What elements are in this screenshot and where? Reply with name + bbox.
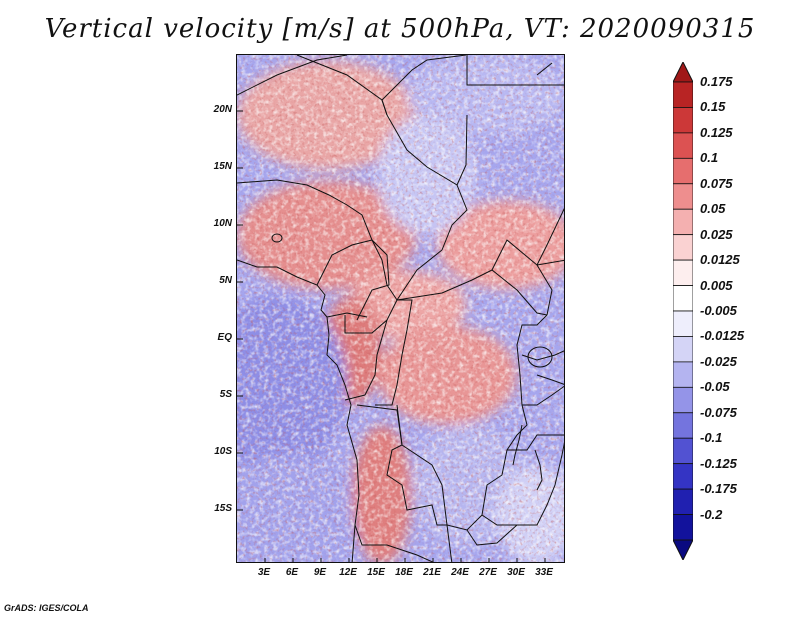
- lon-label: 30E: [507, 567, 525, 578]
- colorbar-label: 0.1: [700, 150, 719, 166]
- lon-label: 33E: [535, 567, 553, 578]
- map-canvas: [237, 55, 564, 562]
- colorbar-segment: [673, 463, 693, 490]
- colorbar-segment: [673, 81, 693, 108]
- lon-label: 6E: [285, 567, 299, 578]
- lat-label: 10S: [214, 446, 232, 457]
- colorbar-segment: [673, 361, 693, 388]
- lon-label: 18E: [395, 567, 413, 578]
- lake-chad: [271, 233, 283, 243]
- colorbar: [673, 62, 693, 560]
- colorbar-label: -0.0125: [700, 328, 745, 344]
- colorbar-label: -0.075: [700, 404, 737, 420]
- colorbar-label: -0.025: [700, 353, 737, 369]
- colorbar-label: -0.125: [700, 455, 737, 471]
- lon-label: 21E: [423, 567, 441, 578]
- colorbar-segment: [673, 132, 693, 159]
- colorbar-label: 0.075: [700, 175, 733, 191]
- lat-label: 10N: [213, 218, 232, 229]
- colorbar-segment: [673, 157, 693, 185]
- lat-label: 5S: [219, 389, 232, 400]
- lon-label: 9E: [313, 567, 327, 578]
- lake-nasser: [536, 62, 553, 76]
- colorbar-segment: [673, 488, 693, 515]
- lat-label: 15S: [214, 503, 232, 514]
- colorbar-segment: [673, 183, 693, 210]
- lat-label: EQ: [217, 332, 232, 343]
- colorbar-segment: [673, 310, 693, 337]
- vertical-velocity-map: [236, 54, 565, 563]
- colorbar-label: -0.1: [700, 430, 723, 446]
- colorbar-segment: [673, 412, 693, 439]
- lake-tanganyika: [512, 424, 523, 466]
- colorbar-label: 0.15: [700, 99, 726, 115]
- colorbar-segment: [673, 386, 693, 414]
- lon-label: 3E: [257, 567, 271, 578]
- field-texture-dark: [237, 55, 564, 562]
- colorbar-segment: [673, 234, 693, 261]
- colorbar-label: 0.0125: [700, 252, 740, 268]
- colorbar-top-arrow: [673, 62, 693, 83]
- colorbar-label: -0.005: [700, 303, 737, 318]
- lon-label: 24E: [451, 567, 469, 578]
- colorbar-label: 0.05: [700, 201, 726, 217]
- colorbar-label: 0.005: [700, 277, 733, 293]
- colorbar-label: 0.025: [700, 226, 733, 242]
- colorbar-label: 0.175: [700, 74, 733, 89]
- colorbar-segment: [673, 208, 693, 236]
- chart-title: Vertical velocity [m/s] at 500hPa, VT: 2…: [44, 14, 756, 44]
- colorbar-label: -0.175: [700, 481, 737, 497]
- coastline: [237, 259, 360, 562]
- lon-label: 12E: [339, 567, 357, 578]
- colorbar-segment: [673, 437, 693, 465]
- colorbar-segment: [673, 259, 693, 286]
- colorbar-label: 0.125: [700, 124, 733, 140]
- footer-credit: GrADS: IGES/COLA: [4, 603, 89, 613]
- colorbar-segment: [673, 107, 693, 134]
- colorbar-label: -0.2: [700, 506, 723, 522]
- lat-label: 5N: [219, 275, 232, 286]
- colorbar-segment: [673, 514, 693, 541]
- lat-label: 15N: [213, 161, 232, 172]
- colorbar-label: -0.05: [700, 379, 730, 395]
- inner-ticks: [237, 110, 546, 562]
- colorbar-segment: [673, 285, 693, 312]
- lat-label: 20N: [213, 104, 232, 115]
- lon-label: 15E: [367, 567, 385, 578]
- colorbar-segment: [673, 336, 693, 363]
- country-borders: [237, 55, 564, 562]
- lake-victoria: [527, 346, 553, 368]
- lake-malawi: [534, 449, 543, 491]
- lakes: [271, 62, 553, 491]
- lon-label: 27E: [479, 567, 497, 578]
- colorbar-bottom-arrow: [673, 539, 693, 560]
